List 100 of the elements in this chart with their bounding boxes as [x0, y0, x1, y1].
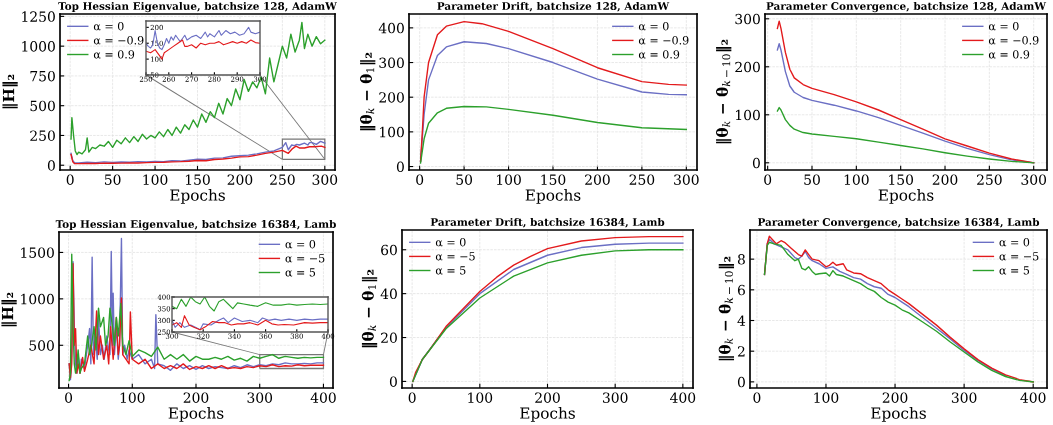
- x-tick-label: 400: [670, 392, 696, 403]
- x-tick-label: 200: [882, 392, 908, 403]
- y-tick-label: 100: [380, 126, 404, 138]
- x-tick-label: 200: [585, 174, 610, 185]
- x-tick-label: 0: [65, 392, 73, 403]
- x-tick-label: 100: [120, 392, 145, 403]
- y-tick-label: 750: [30, 70, 55, 82]
- chart-title: Parameter Drift, batchsize 128, AdamW: [437, 1, 670, 12]
- x-tick-label: 150: [541, 174, 566, 185]
- chart-title: Parameter Convergence, batchsize 16384, Lamb: [757, 217, 1040, 229]
- x-tick-label: 50: [456, 174, 473, 185]
- legend-label: α = −5: [285, 254, 325, 263]
- x-tick-label: 200: [183, 392, 209, 403]
- x-tick-label: 400: [1020, 392, 1046, 403]
- x-axis-title: Epochs: [878, 189, 934, 204]
- legend-label: α = −0.9: [93, 36, 144, 45]
- x-tick-label: 100: [497, 174, 521, 185]
- x-axis-title: Epochs: [525, 189, 581, 204]
- x-tick-label: 250: [270, 174, 295, 185]
- x-axis-title: Epochs: [871, 407, 926, 422]
- legend-label: α = 0: [988, 21, 1019, 31]
- x-tick-label: 100: [468, 392, 493, 403]
- y-tick-label: 6: [737, 284, 745, 296]
- x-tick-label: 0: [408, 392, 416, 403]
- y-tick-label: 500: [29, 340, 54, 351]
- y-tick-label: 300: [735, 13, 760, 25]
- x-tick-label: 150: [889, 174, 914, 185]
- x-tick-label: 250: [977, 174, 1002, 185]
- legend-label: α = −5: [435, 252, 475, 261]
- y-axis-title: ‖θ$_{k}$ − θ$_{k−10}$‖₂: [718, 256, 735, 361]
- y-axis-title: ‖H‖₂: [1, 292, 17, 327]
- x-tick-label: 100: [844, 174, 869, 185]
- y-tick-label: 1000: [22, 41, 55, 52]
- legend-label: α = 5: [285, 268, 316, 277]
- legend-label: α = 0: [999, 237, 1030, 247]
- x-tick-label: 200: [535, 392, 560, 403]
- y-tick-label: 300: [379, 57, 404, 69]
- y-tick-label: 1000: [21, 293, 54, 305]
- legend-label: α = −0.9: [638, 36, 689, 45]
- x-tick-label: 300: [312, 174, 338, 185]
- y-tick-label: 100: [736, 109, 760, 121]
- x-tick-label: 300: [1021, 174, 1047, 185]
- y-tick-label: 250: [30, 130, 55, 141]
- y-tick-label: 0: [396, 161, 404, 173]
- legend-label: α = 5: [435, 266, 466, 275]
- legend-label: α = 0: [93, 21, 124, 31]
- x-tick-label: 100: [814, 392, 839, 403]
- y-tick-label: 40: [380, 288, 397, 300]
- y-tick-label: 60: [381, 244, 397, 256]
- legend-label: α = 0.9: [988, 50, 1030, 59]
- y-tick-label: 400: [378, 22, 404, 34]
- y-axis-title: ‖θ$_{k}$ − θ$_{1}$‖₂: [359, 52, 376, 131]
- y-tick-label: 0: [737, 376, 745, 388]
- line-series: [776, 106, 1035, 164]
- x-axis-title: Epochs: [170, 189, 225, 204]
- x-tick-label: 400: [310, 392, 336, 403]
- legend-label: α = 0.9: [93, 50, 135, 59]
- line-series: [146, 26, 260, 51]
- y-tick-label: 200: [735, 61, 760, 73]
- chart-title: Top Hessian Eigenvalue, batchsize 16384, Lamb: [55, 219, 336, 231]
- chart-title: Top Hessian Eigenvalue, batchsize 128, AdamW: [58, 1, 337, 13]
- line-series: [146, 39, 260, 60]
- legend-label: α = 5: [999, 266, 1030, 275]
- y-tick-label: 8: [737, 254, 745, 265]
- x-tick-label: 0: [764, 174, 772, 185]
- y-axis-title: ‖θ$_{k}$ − θ$_{1}$‖₂: [361, 269, 378, 348]
- y-tick-label: 0: [389, 376, 397, 387]
- y-tick-label: 1250: [22, 11, 55, 22]
- x-axis-title: Epochs: [520, 407, 575, 422]
- y-tick-label: 200: [379, 92, 404, 103]
- legend-label: α = −5: [999, 252, 1039, 261]
- x-tick-label: 0: [416, 174, 424, 185]
- y-tick-label: 1500: [21, 247, 54, 258]
- y-tick-label: 500: [30, 100, 55, 112]
- legend-label: α = 0.9: [638, 50, 680, 59]
- y-tick-label: 0: [47, 160, 55, 171]
- y-tick-label: 4: [737, 315, 746, 326]
- y-tick-label: 0: [752, 157, 760, 169]
- line-series: [70, 21, 326, 156]
- legend-label: α = 0: [435, 237, 466, 247]
- chart-title: Parameter Convergence, batchsize 128, AdamW: [766, 1, 1047, 13]
- x-tick-label: 0: [66, 174, 74, 185]
- chart-title: Parameter Drift, batchsize 16384, Lamb: [430, 217, 665, 228]
- x-tick-label: 300: [602, 392, 628, 403]
- line-series: [419, 105, 688, 164]
- x-tick-label: 50: [804, 174, 820, 185]
- legend-label: α = 0: [285, 239, 316, 249]
- legend-label: α = −0.9: [988, 36, 1039, 45]
- y-tick-label: 20: [381, 332, 397, 343]
- y-axis-title: ‖θ$_{k}$ − θ$_{k−10}$‖₂: [715, 39, 732, 144]
- x-tick-label: 200: [932, 174, 958, 185]
- x-tick-label: 50: [104, 174, 121, 185]
- x-tick-label: 300: [674, 174, 699, 185]
- x-tick-label: 300: [247, 392, 273, 403]
- x-tick-label: 300: [951, 392, 977, 403]
- x-tick-label: 150: [185, 174, 210, 185]
- x-tick-label: 250: [629, 174, 655, 185]
- legend-label: α = 0: [638, 21, 669, 31]
- x-axis-title: Epochs: [168, 407, 224, 422]
- y-tick-label: 2: [737, 346, 745, 357]
